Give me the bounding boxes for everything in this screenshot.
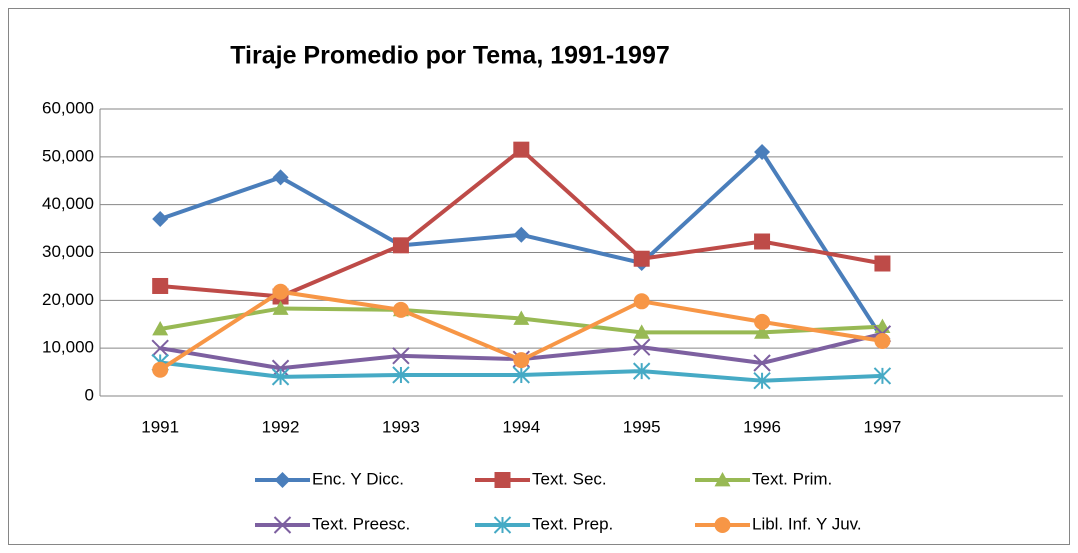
legend-label: Text. Prim. [752,469,832,488]
chart-title: Tiraje Promedio por Tema, 1991-1997 [230,42,670,70]
marker [392,366,410,384]
marker [513,352,530,369]
marker [152,321,169,336]
marker [151,339,169,357]
marker [512,366,531,384]
marker [632,338,651,356]
x-tick-label: 1992 [262,417,300,436]
marker [272,283,289,300]
marker [632,362,651,380]
legend-item: Text. Prep. [475,514,613,534]
marker [753,354,771,372]
marker [633,250,650,267]
marker [633,293,650,310]
marker [633,324,650,339]
legend-label: Enc. Y Dicc. [312,469,404,488]
marker [152,361,169,378]
x-tick-label: 1997 [864,417,902,436]
marker [271,368,290,386]
marker [874,332,891,349]
y-tick-label: 20,000 [42,290,94,309]
marker [513,310,530,325]
legend-label: Text. Prep. [532,514,613,533]
y-tick-label: 10,000 [42,338,94,357]
legend-item: Libl. Inf. Y Juv. [695,514,862,533]
marker [513,226,530,243]
x-tick-label: 1994 [502,417,540,436]
marker [754,324,771,339]
x-tick-label: 1995 [623,417,661,436]
legend-item: Enc. Y Dicc. [255,469,404,488]
y-tick-label: 30,000 [42,242,94,261]
marker [152,211,169,228]
marker [754,144,771,161]
marker [274,472,291,488]
x-tick-label: 1993 [382,417,420,436]
y-tick-label: 40,000 [42,194,94,213]
marker [273,516,292,534]
marker [753,371,771,390]
marker [493,516,512,534]
legend-item: Text. Sec. [475,469,607,488]
marker [272,300,289,315]
marker [392,237,409,254]
legend-label: Libl. Inf. Y Juv. [752,514,862,533]
marker [714,472,731,487]
marker [494,472,511,488]
marker [272,169,289,186]
y-tick-label: 0 [85,385,94,404]
marker [392,301,409,318]
legend-item: Text. Preesc. [255,514,410,534]
marker [513,141,530,158]
marker [873,367,892,385]
legend-label: Text. Sec. [532,469,607,488]
marker [271,359,290,377]
marker [754,313,771,330]
x-tick-label: 1991 [141,417,179,436]
marker [754,233,771,250]
marker [152,277,169,294]
chart-border [8,8,1070,545]
marker [714,517,731,533]
marker [874,255,891,272]
y-tick-label: 50,000 [42,146,94,165]
legend-label: Text. Preesc. [312,514,410,533]
y-tick-label: 60,000 [42,98,94,117]
marker [392,347,410,365]
x-tick-label: 1996 [743,417,781,436]
legend-item: Text. Prim. [695,469,832,488]
